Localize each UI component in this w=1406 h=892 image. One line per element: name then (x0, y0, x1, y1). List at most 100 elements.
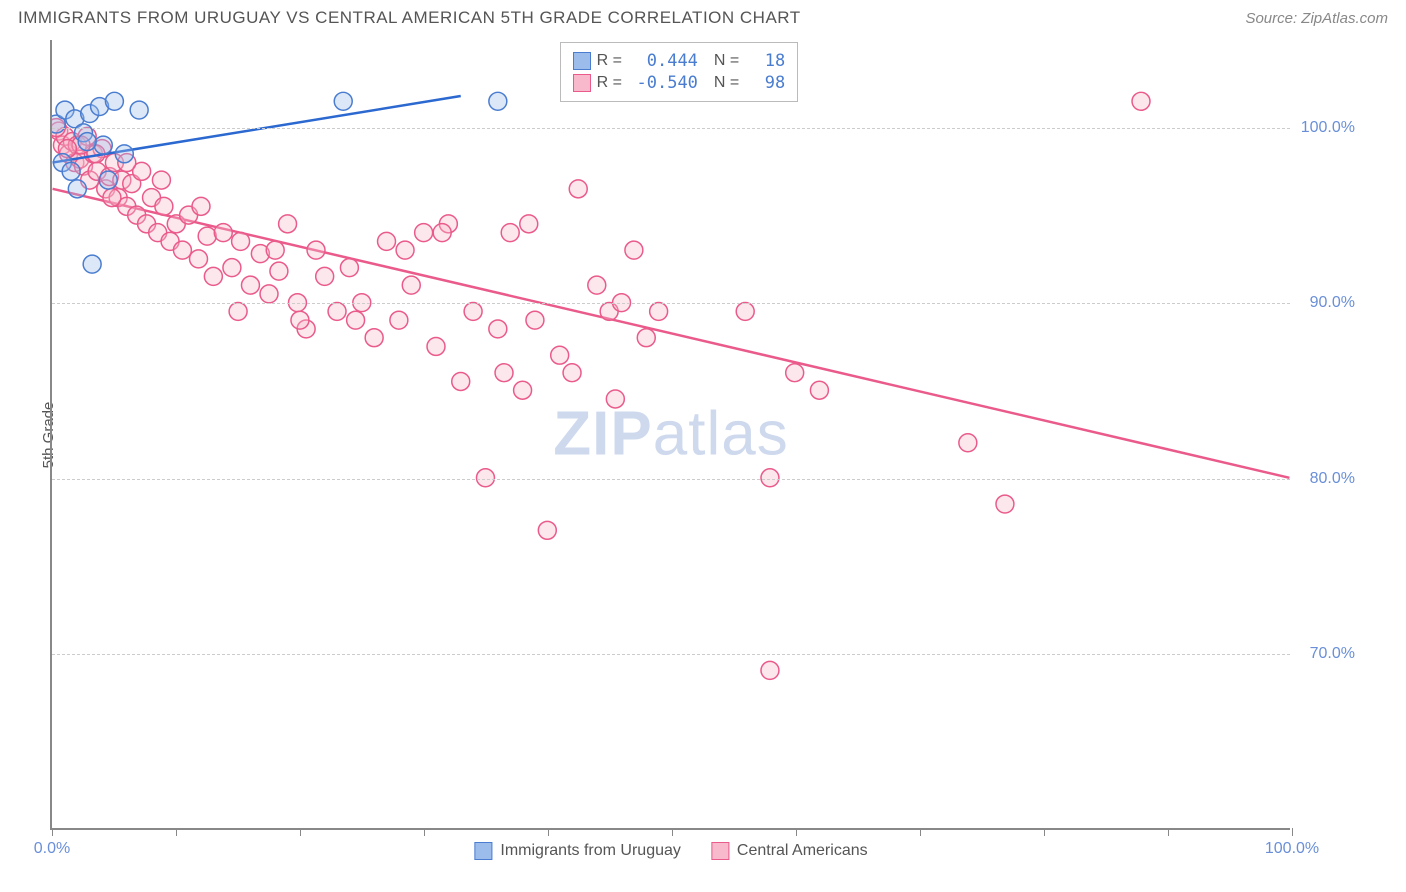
data-point (538, 521, 556, 539)
gridline-h (52, 303, 1290, 304)
stats-legend-row: R = 0.444 N = 18 (573, 51, 786, 71)
data-point (650, 302, 668, 320)
data-point (427, 337, 445, 355)
r-value: 0.444 (628, 51, 698, 71)
n-value: 98 (745, 73, 785, 93)
data-point (551, 346, 569, 364)
data-point (130, 101, 148, 119)
data-point (118, 154, 136, 172)
data-point (62, 162, 80, 180)
data-point (569, 180, 587, 198)
x-tick (672, 828, 673, 836)
x-tick (796, 828, 797, 836)
x-tick (176, 828, 177, 836)
legend-swatch (474, 842, 492, 860)
data-point (84, 145, 102, 163)
x-tick (424, 828, 425, 836)
data-point (113, 171, 131, 189)
data-point (761, 661, 779, 679)
data-point (88, 162, 106, 180)
data-point (81, 105, 99, 123)
data-point (334, 92, 352, 110)
data-point (600, 302, 618, 320)
stats-legend-row: R = -0.540 N = 98 (573, 73, 786, 93)
y-tick-label: 90.0% (1310, 294, 1355, 312)
data-point (93, 140, 111, 158)
data-point (56, 101, 74, 119)
chart-title: IMMIGRANTS FROM URUGUAY VS CENTRAL AMERI… (18, 8, 801, 28)
data-point (75, 124, 93, 142)
data-point (214, 224, 232, 242)
data-point (58, 140, 76, 158)
data-point (433, 224, 451, 242)
data-point (316, 267, 334, 285)
data-point (390, 311, 408, 329)
bottom-legend-item: Immigrants from Uruguay (474, 842, 681, 860)
data-point (328, 302, 346, 320)
gridline-h (52, 654, 1290, 655)
data-point (118, 197, 136, 215)
data-point (100, 168, 118, 186)
stats-legend: R = 0.444 N = 18 R = -0.540 N = 98 (560, 42, 799, 102)
data-point (66, 154, 84, 172)
data-point (514, 381, 532, 399)
data-point (736, 302, 754, 320)
data-point (996, 495, 1014, 513)
data-point (167, 215, 185, 233)
data-point (68, 180, 86, 198)
r-label: R = (597, 74, 622, 92)
data-point (83, 255, 101, 273)
data-point (99, 171, 117, 189)
data-point (959, 434, 977, 452)
plot-area: ZIPatlas R = 0.444 N = 18 R = -0.540 N =… (50, 40, 1290, 830)
data-point (133, 162, 151, 180)
x-tick-label: 100.0% (1265, 840, 1319, 858)
data-point (241, 276, 259, 294)
data-point (266, 241, 284, 259)
data-point (396, 241, 414, 259)
x-tick (920, 828, 921, 836)
data-point (260, 285, 278, 303)
y-tick-label: 80.0% (1310, 470, 1355, 488)
data-point (1132, 92, 1150, 110)
x-tick (52, 828, 53, 836)
data-point (365, 329, 383, 347)
data-point (229, 302, 247, 320)
n-label: N = (714, 52, 739, 70)
data-point (526, 311, 544, 329)
scatter-svg (52, 40, 1290, 828)
data-point (78, 133, 96, 151)
data-point (68, 136, 86, 154)
data-point (223, 259, 241, 277)
data-point (138, 215, 156, 233)
data-point (489, 92, 507, 110)
data-point (251, 245, 269, 263)
data-point (810, 381, 828, 399)
data-point (761, 469, 779, 487)
data-point (123, 175, 141, 193)
data-point (563, 364, 581, 382)
x-tick (1292, 828, 1293, 836)
data-point (625, 241, 643, 259)
data-point (94, 136, 112, 154)
legend-label: Central Americans (737, 842, 868, 860)
legend-swatch (573, 74, 591, 92)
x-tick (548, 828, 549, 836)
data-point (204, 267, 222, 285)
source-attribution: Source: ZipAtlas.com (1245, 10, 1388, 27)
data-point (128, 206, 146, 224)
data-point (155, 197, 173, 215)
data-point (786, 364, 804, 382)
data-point (91, 98, 109, 116)
x-tick (300, 828, 301, 836)
data-point (297, 320, 315, 338)
x-tick (1044, 828, 1045, 836)
data-point (192, 197, 210, 215)
data-point (279, 215, 297, 233)
data-point (402, 276, 420, 294)
data-point (97, 180, 115, 198)
trend-line (53, 189, 1290, 478)
data-point (270, 262, 288, 280)
data-point (415, 224, 433, 242)
gridline-h (52, 128, 1290, 129)
